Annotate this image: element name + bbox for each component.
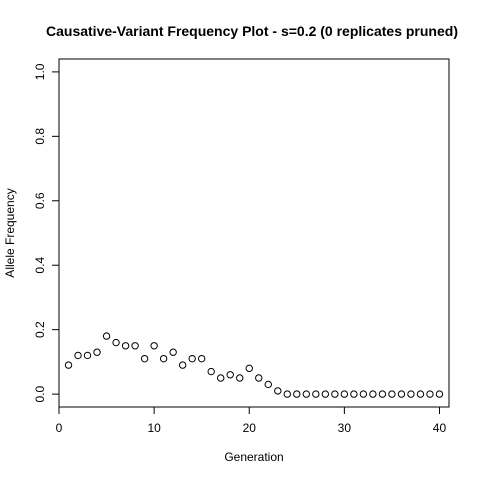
x-tick-label: 30 <box>338 421 352 435</box>
data-point <box>378 390 387 398</box>
data-point <box>112 338 120 347</box>
data-point <box>255 374 263 382</box>
data-point <box>283 390 291 398</box>
data-point <box>245 364 253 373</box>
y-axis-label: Allele Frequency <box>3 188 17 277</box>
data-point <box>64 361 73 369</box>
y-axis: 0.0 0.2 0.4 0.6 0.8 1.0 <box>33 63 60 402</box>
data-point <box>93 348 101 356</box>
data-point <box>407 390 415 398</box>
data-point <box>321 390 330 398</box>
x-axis: 0 10 20 30 40 <box>56 406 447 435</box>
data-point <box>102 332 111 340</box>
data-point <box>226 371 234 379</box>
data-point <box>121 342 130 350</box>
data-point <box>293 390 301 398</box>
data-point <box>236 374 244 382</box>
data-point <box>397 390 406 398</box>
y-tick-label: 0.4 <box>33 257 47 274</box>
data-point <box>159 354 168 363</box>
x-axis-label: Generation <box>224 450 283 464</box>
data-point <box>264 380 272 389</box>
data-point <box>217 374 225 382</box>
plot-frame <box>58 58 450 408</box>
data-point <box>178 361 187 369</box>
x-tick-label: 0 <box>56 421 63 435</box>
data-point <box>197 354 206 363</box>
x-tick-label: 40 <box>433 421 447 435</box>
data-point <box>207 367 215 376</box>
data-point <box>188 354 196 363</box>
x-tick-label: 10 <box>147 421 161 435</box>
data-point <box>340 390 349 398</box>
data-point <box>435 390 444 398</box>
chart-title: Causative-Variant Frequency Plot - s=0.2… <box>46 23 458 39</box>
data-point <box>312 390 320 398</box>
data-point <box>426 390 434 398</box>
data-point <box>359 390 368 398</box>
y-tick-label: 0.6 <box>33 192 47 209</box>
data-point <box>331 390 339 398</box>
data-point <box>150 342 158 350</box>
data-point <box>74 351 82 360</box>
data-point <box>83 351 92 360</box>
data-point <box>140 354 149 363</box>
x-tick-label: 20 <box>243 421 257 435</box>
data-point <box>302 390 311 398</box>
data-point <box>388 390 396 398</box>
data-point <box>131 342 139 350</box>
data-point <box>169 348 177 356</box>
y-tick-label: 1.0 <box>33 63 47 80</box>
y-tick-label: 0.8 <box>33 128 47 145</box>
y-tick-label: 0.2 <box>33 321 47 338</box>
data-points <box>64 332 444 398</box>
y-tick-label: 0.0 <box>33 385 47 402</box>
data-point <box>416 390 425 398</box>
data-point <box>274 387 282 395</box>
data-point <box>350 390 358 398</box>
data-point <box>369 390 377 398</box>
